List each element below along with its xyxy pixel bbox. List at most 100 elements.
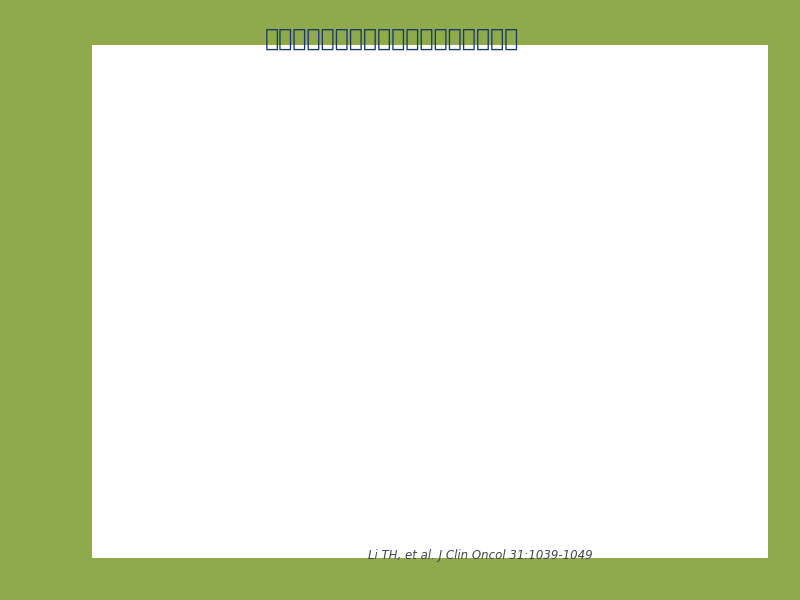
Bar	[222, 276, 225, 301]
Bar	[225, 276, 227, 301]
Bar	[451, 276, 454, 301]
Bar	[272, 276, 274, 301]
Bar	[586, 276, 589, 301]
Bar	[682, 276, 685, 301]
Bar	[321, 276, 323, 301]
Bar	[245, 276, 247, 301]
Text: 高通量并行测序系统: 高通量并行测序系统	[616, 109, 675, 118]
Bar	[537, 276, 539, 301]
Bar	[247, 276, 250, 301]
Text: 第一代毛细
管电泳
（10²）: 第一代毛细 管电泳 （10²）	[453, 200, 482, 238]
Bar	[274, 276, 277, 301]
Bar	[645, 276, 647, 301]
Bar	[530, 276, 532, 301]
Text: 2000: 2000	[510, 283, 543, 296]
Bar	[215, 276, 218, 301]
Bar	[594, 276, 596, 301]
Bar	[360, 276, 362, 301]
Bar	[355, 276, 358, 301]
Bar	[525, 276, 527, 301]
Bar	[399, 276, 402, 301]
Bar	[410, 276, 412, 301]
Bar	[603, 276, 606, 301]
Bar	[266, 276, 270, 301]
Bar	[677, 276, 679, 301]
Bar	[220, 276, 222, 301]
Bar	[616, 276, 618, 301]
Bar	[507, 276, 510, 301]
Bar	[498, 276, 500, 301]
Bar	[456, 276, 458, 301]
Bar	[679, 276, 682, 301]
Bar	[550, 276, 552, 301]
Text: 人类基因组计划
（2001-2004）: 人类基因组计划 （2001-2004）	[435, 341, 500, 365]
Bar	[394, 276, 397, 301]
Text: Li TH, et al. J Clin Oncol 31:1039-1049: Li TH, et al. J Clin Oncol 31:1039-1049	[368, 548, 592, 562]
Bar	[402, 276, 404, 301]
Bar	[672, 276, 674, 301]
Bar	[662, 276, 665, 301]
Text: 肺腺癌基因组
（2010）: 肺腺癌基因组 （2010）	[674, 482, 712, 507]
Bar	[571, 276, 574, 301]
Bar	[385, 276, 387, 301]
Text: 手动垂直
板凝胶
（10）: 手动垂直 板凝胶 （10）	[254, 200, 278, 238]
Bar	[478, 276, 481, 301]
Text: 1995: 1995	[451, 283, 484, 296]
Text: Future: Future	[687, 282, 734, 295]
Bar	[513, 276, 515, 301]
Bar	[559, 276, 562, 301]
Bar	[338, 276, 341, 301]
Bar	[294, 276, 296, 301]
Bar	[685, 276, 687, 301]
Bar	[195, 276, 198, 301]
Text: 1980: 1980	[274, 283, 306, 296]
Bar	[510, 276, 513, 301]
Bar	[444, 276, 446, 301]
Bar	[341, 276, 343, 301]
Bar	[591, 276, 594, 301]
Bar	[647, 276, 650, 301]
Bar	[574, 276, 576, 301]
Bar	[674, 276, 677, 301]
Text: ALK基因融合
（2007-2011）: ALK基因融合 （2007-2011）	[614, 341, 678, 365]
Bar	[309, 276, 311, 301]
Bar	[667, 276, 670, 301]
Bar	[483, 276, 486, 301]
Bar	[502, 276, 505, 301]
Bar	[584, 276, 586, 301]
Bar	[426, 276, 429, 301]
Bar	[353, 276, 355, 301]
Bar	[626, 276, 628, 301]
Bar	[630, 276, 633, 301]
Bar	[370, 276, 373, 301]
Bar	[515, 276, 518, 301]
Bar	[655, 276, 658, 301]
Bar	[270, 276, 272, 301]
Text: 测序技术通量
（千碱基/天）: 测序技术通量 （千碱基/天）	[146, 163, 170, 201]
Bar	[488, 276, 490, 301]
Text: 千人基因组计划
（2008-）: 千人基因组计划 （2008-）	[637, 406, 678, 430]
Bar	[378, 276, 380, 301]
Bar	[373, 276, 375, 301]
Bar	[505, 276, 507, 301]
Bar	[424, 276, 426, 301]
Bar	[343, 276, 346, 301]
Bar	[446, 276, 449, 301]
Bar	[358, 276, 360, 301]
Text: 基于凝胶的测序系统: 基于凝胶的测序系统	[290, 109, 350, 118]
Bar	[301, 276, 304, 301]
Bar	[282, 276, 284, 301]
Bar	[326, 276, 328, 301]
Bar	[500, 276, 502, 301]
Bar	[490, 276, 493, 301]
Bar	[665, 276, 667, 301]
Bar	[210, 276, 213, 301]
Bar	[250, 276, 252, 301]
Bar	[375, 276, 378, 301]
Bar	[635, 276, 638, 301]
Bar	[264, 276, 266, 301]
Bar	[473, 276, 475, 301]
Bar	[259, 276, 262, 301]
Bar	[522, 276, 525, 301]
Bar	[316, 276, 318, 301]
